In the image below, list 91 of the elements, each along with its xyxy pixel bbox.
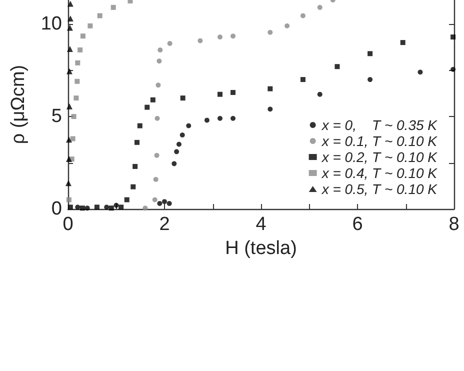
point [204,118,210,123]
legend-label: x = 0.1, T ~ 0.10 K [320,133,438,149]
point [118,204,124,210]
y-tick-label: 0 [51,198,62,220]
x-tick-label: 2 [159,214,170,235]
point [94,204,100,210]
point [157,200,162,206]
point [78,47,83,52]
point [300,13,306,18]
point [68,204,73,210]
point [66,24,73,31]
point [75,60,80,66]
point [156,58,162,64]
point [153,176,158,182]
legend-label: x = 0.2, T ~ 0.10 K [320,149,438,165]
point [154,116,160,121]
point [88,23,93,28]
point [162,199,167,204]
point [144,104,150,110]
point [142,206,148,211]
point [110,4,116,10]
point [104,204,110,210]
point [65,180,72,186]
point [108,206,114,211]
point [150,97,156,102]
point [66,197,72,202]
point [66,156,72,162]
point [134,140,140,145]
point [80,206,85,211]
point [154,152,160,158]
point [67,0,74,7]
legend-label: x = 0.4, T ~ 0.10 K [320,165,438,181]
point [230,116,236,121]
point [284,23,290,28]
point [166,200,172,206]
point [66,46,73,52]
y-tick-label: 5 [51,106,62,128]
point [132,164,138,169]
point [198,38,203,44]
point [66,103,72,110]
point [180,96,186,101]
point [74,96,79,101]
point [268,30,273,35]
y-tick-label: 10 [40,14,62,35]
point [152,197,158,202]
point [66,136,72,143]
point [186,123,192,128]
point [230,34,236,39]
point [450,66,456,72]
point [158,47,163,52]
point [167,40,172,46]
point [174,149,180,154]
point [368,77,373,82]
point [176,142,182,147]
point [74,78,80,84]
point [368,51,373,56]
point [84,206,90,211]
point [124,197,130,202]
point [66,68,72,74]
point [172,161,177,166]
point [67,15,74,22]
point [268,106,273,112]
point [317,4,322,10]
point [418,70,423,75]
point [75,204,80,210]
point [400,40,406,46]
x-axis-title: H (tesla) [225,238,297,259]
x-tick-label: 8 [448,214,460,235]
point [130,184,136,190]
point [334,64,340,70]
point [268,86,273,92]
point [156,82,161,88]
point [137,123,142,128]
point [217,116,222,121]
point [71,114,76,120]
point [450,34,456,40]
point [300,77,306,82]
point [217,92,222,97]
point [317,92,322,97]
point [217,34,222,40]
point [230,90,236,95]
x-tick-label: 6 [352,214,363,235]
point [114,202,119,208]
y-axis-title: ρ (μΩcm) [8,64,29,144]
point [97,13,102,18]
point [180,132,185,138]
legend-label: x = 0.5, T ~ 0.10 K [320,181,438,197]
point [80,34,86,39]
x-tick-label: 4 [256,214,267,235]
legend-label: x = 0, T ~ 0.35 K [320,117,438,133]
point [70,136,76,142]
